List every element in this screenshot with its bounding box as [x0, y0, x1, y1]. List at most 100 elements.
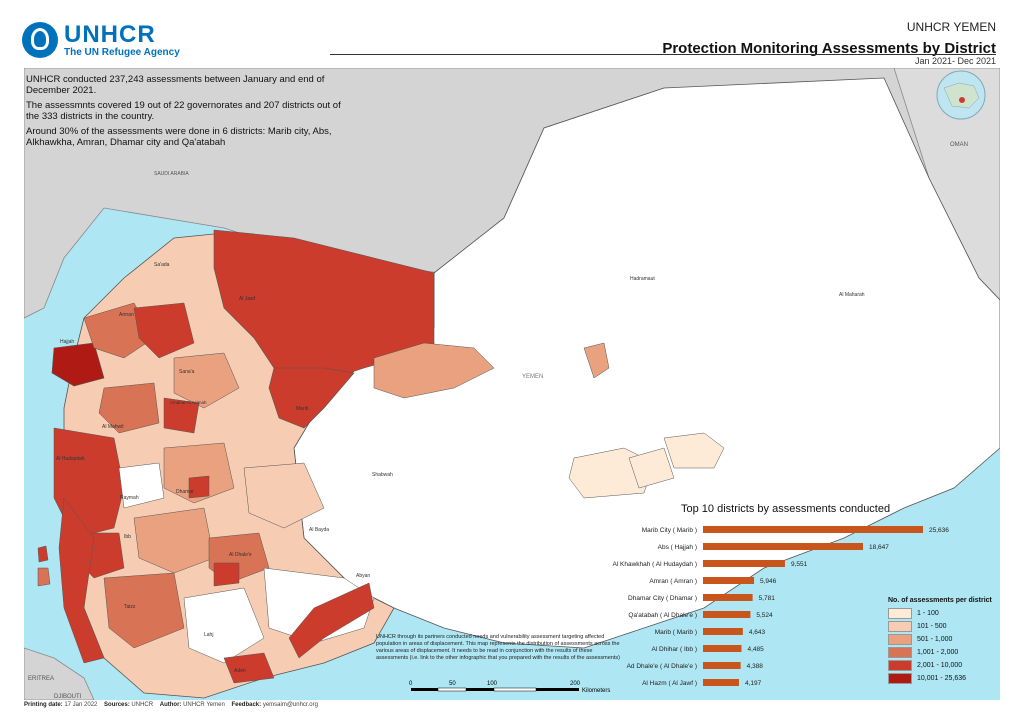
label-amanat-al-asimah: Amanat Al Asimah [170, 400, 207, 405]
methodology-note: UNHCR through its partners conducted nee… [376, 634, 620, 661]
bar [703, 560, 785, 567]
label-al-maharah: Al Maharah [839, 292, 865, 298]
bar-value-label: 4,197 [745, 680, 762, 687]
bar-value-label: 5,781 [759, 595, 776, 602]
legend-label: 1,001 - 2,000 [917, 649, 959, 656]
legend-label: 10,001 - 25,636 [917, 675, 967, 682]
feedback-label: Feedback: [231, 702, 262, 708]
feedback-email[interactable]: yemsaim@unhcr.org [262, 702, 318, 708]
top-districts-bar-chart: Marib City ( Marib ) 25,636 Abs ( Hajjah )… [612, 526, 949, 687]
bar-value-label: 4,643 [749, 629, 766, 636]
bar-value-label: 5,946 [760, 578, 777, 585]
bar-category-label: Al Hazm ( Al Jawf ) [642, 680, 697, 687]
label-raymah: Raymah [120, 495, 139, 501]
legend-label: 501 - 1,000 [917, 636, 953, 643]
label-aden: Aden [234, 668, 246, 674]
label-marib: Marib [296, 406, 309, 412]
yemen-map: SAUDI ARABIA OMAN YEMEN ERITREA DJIBOUTI… [24, 68, 1000, 700]
sources-label: Sources: [104, 702, 130, 708]
label-al-hudaydah: Al Hudaydah [56, 456, 85, 462]
label-al-bayda: Al Bayda [309, 527, 329, 533]
legend-item: 10,001 - 25,636 [888, 672, 1000, 685]
dhamar-district [163, 442, 235, 504]
unhcr-logo: UNHCR The UN Refugee Agency [22, 22, 180, 58]
page-title: Protection Monitoring Assessments by Dis… [662, 40, 996, 57]
label-al-dhale: Al Dhale'e [229, 552, 252, 558]
bar-value-label: 4,485 [747, 646, 764, 653]
hadramaut-light-district-3 [663, 432, 725, 469]
bar [703, 628, 743, 635]
unhcr-emblem-icon [22, 22, 58, 58]
label-djibouti: DJIBOUTI [54, 694, 82, 700]
label-ibb: Ibb [124, 534, 131, 540]
bar [703, 645, 742, 652]
bar-category-label: Ad Dhale'e ( Al Dhale'e ) [627, 663, 697, 670]
bar-category-label: Marib ( Marib ) [655, 629, 697, 636]
bar-category-label: Al Dhihar ( Ibb ) [651, 646, 697, 653]
locator-land [943, 82, 980, 109]
organization-name: UNHCR YEMEN [906, 20, 996, 34]
legend-item: 501 - 1,000 [888, 633, 1000, 646]
raymah-district [118, 462, 165, 509]
bar-category-label: Dhamar City ( Dhamar ) [628, 595, 697, 602]
intro-line-3: Around 30% of the assessments were done … [26, 126, 332, 148]
legend-swatch [888, 621, 912, 632]
shabwah-light-district [373, 342, 495, 399]
island-1 [37, 545, 49, 563]
legend-item: 101 - 500 [888, 620, 1000, 633]
bar [703, 543, 864, 550]
intro-line-1: UNHCR conducted 237,243 assessments betw… [26, 74, 325, 96]
bar-value-label: 18,647 [869, 544, 889, 551]
taizz-district [103, 572, 185, 649]
abyan-coast-district [288, 582, 375, 659]
footer: Printing date: 17 Jan 2022 Sources: UNHC… [24, 702, 318, 708]
label-saudi-arabia: SAUDI ARABIA [154, 171, 189, 177]
western-coast-district [58, 497, 105, 664]
bar [703, 611, 751, 618]
scale-tick-0: 0 [409, 681, 413, 687]
aden-district [223, 652, 275, 684]
label-yemen: YEMEN [522, 374, 543, 380]
legend-swatch [888, 608, 912, 619]
scale-tick-200: 200 [570, 681, 581, 687]
author: UNHCR Yemen [183, 702, 225, 708]
dhamar-city-district [188, 475, 210, 499]
label-taizz: Taizz [124, 604, 136, 610]
header: UNHCR The UN Refugee Agency UNHCR YEMEN … [0, 0, 1024, 68]
scale-tick-100: 100 [487, 681, 498, 687]
qaatabah-district [213, 562, 240, 587]
bar [703, 577, 755, 584]
lahj-district [183, 587, 265, 664]
chart-title: Top 10 districts by assessments conducte… [681, 503, 891, 515]
label-lahj: Lahj [204, 632, 213, 638]
scale-unit: Kilometers [582, 688, 610, 694]
legend-swatch [888, 660, 912, 671]
legend-title: No. of assessments per district [888, 597, 992, 604]
map-legend: No. of assessments per district 1 - 100 1… [888, 597, 1000, 685]
legend-label: 1 - 100 [917, 610, 939, 617]
printing-date: 17 Jan 2022 [64, 702, 98, 708]
bar-value-label: 5,524 [756, 612, 773, 619]
label-abyan: Abyan [356, 573, 370, 579]
bar-category-label: Abs ( Hajjah ) [658, 544, 697, 551]
amran-district [133, 302, 195, 359]
bar-category-label: Al Khawkhah ( Al Hudaydah ) [612, 561, 697, 568]
bar-category-label: Amran ( Amran ) [649, 578, 697, 585]
label-hadramaut: Hadramaut [630, 276, 655, 282]
bar-category-label: Marib City ( Marib ) [642, 527, 697, 534]
bar-category-label: Qa'atabah ( Al Dhale'e ) [628, 612, 697, 619]
al-mahwit-district [98, 382, 160, 434]
label-amran: Amran [119, 312, 134, 318]
legend-item: 2,001 - 10,000 [888, 659, 1000, 672]
marib-district [268, 367, 355, 429]
bar [703, 526, 923, 533]
sources: UNHCR [131, 702, 154, 708]
author-label: Author: [159, 702, 182, 708]
al-bayda-district [243, 462, 325, 529]
label-sadah: Sa'ada [154, 262, 170, 268]
locator-yemen-marker [959, 97, 965, 103]
bar [703, 679, 740, 686]
legend-item: 1 - 100 [888, 607, 1000, 620]
label-sanaa: Sana'a [179, 369, 195, 375]
printing-date-label: Printing date: [24, 702, 63, 708]
